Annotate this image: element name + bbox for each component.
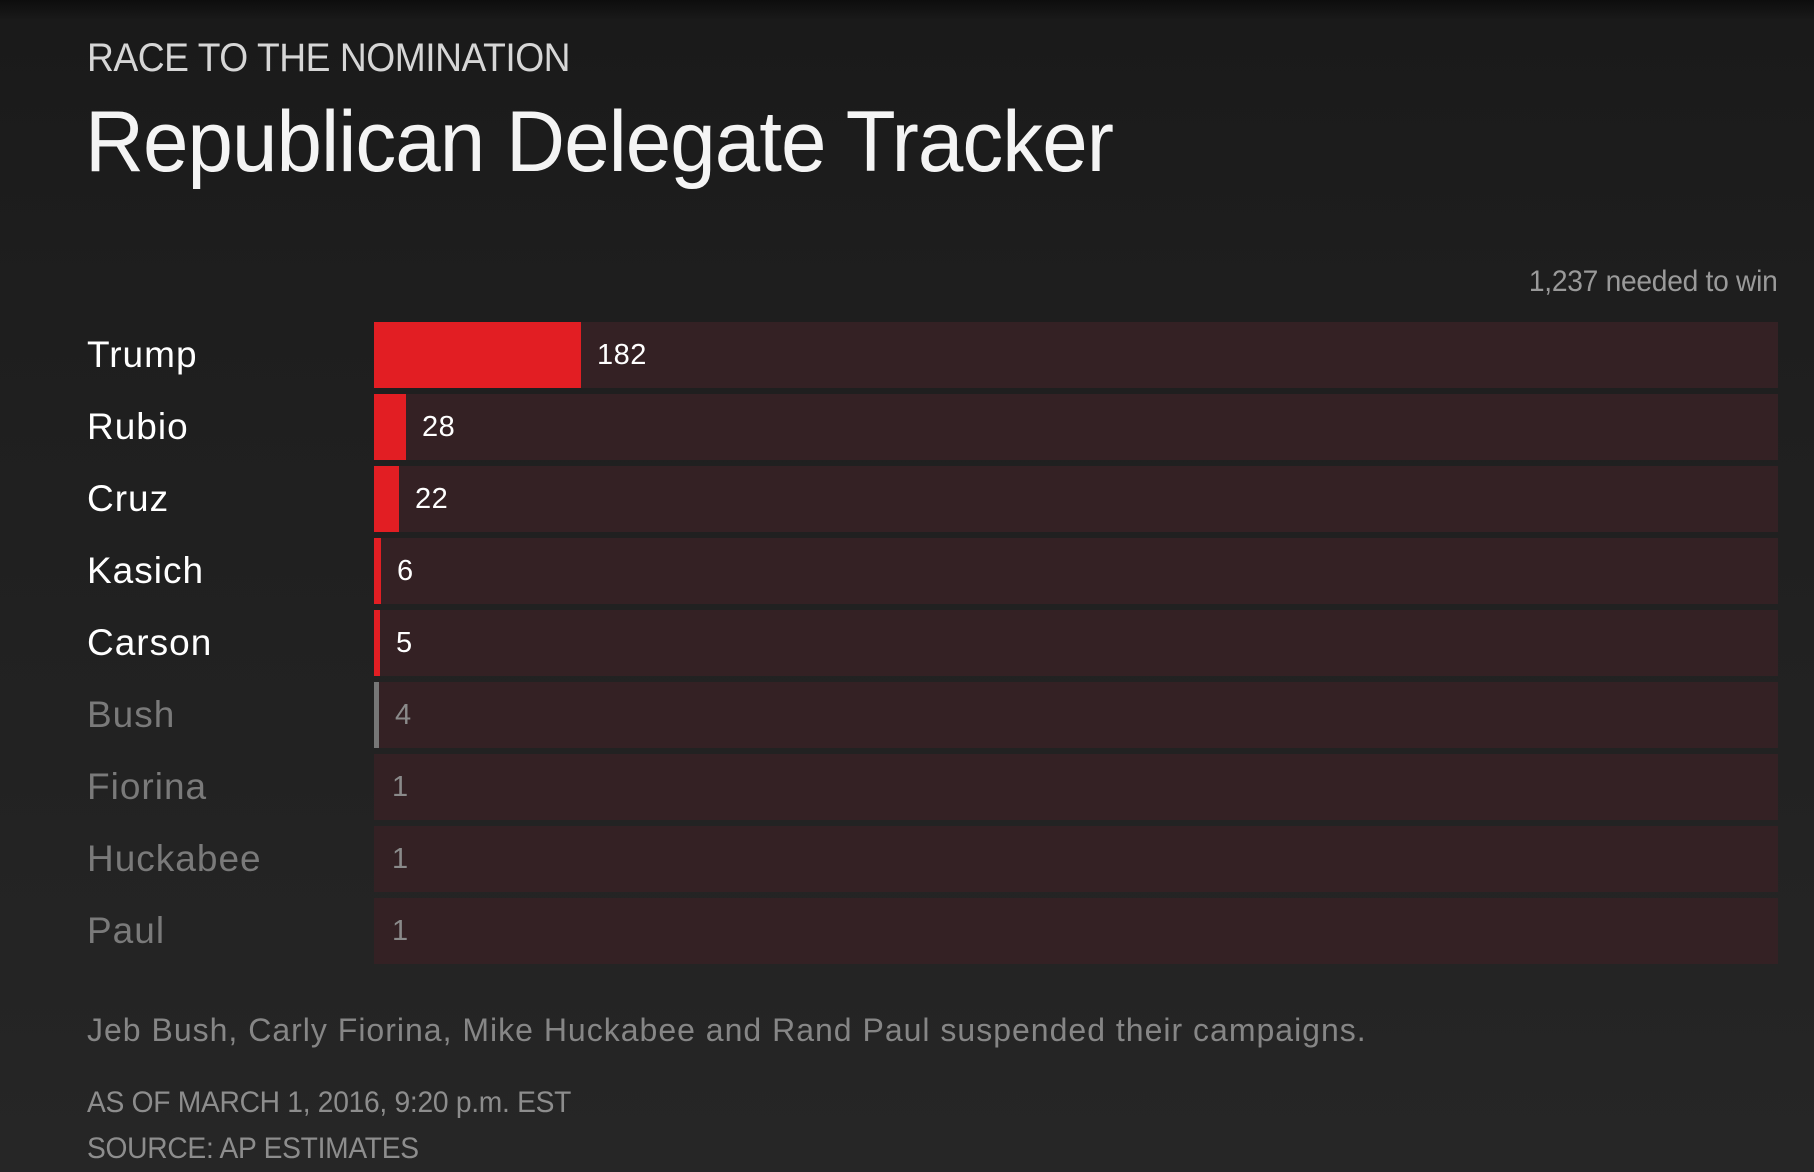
bar xyxy=(374,394,406,460)
bar-value-label: 1 xyxy=(392,915,409,947)
page-title: Republican Delegate Tracker xyxy=(85,94,1114,190)
bar-track: 1 xyxy=(374,754,1778,820)
bar-row: Paul 1 xyxy=(0,898,1814,964)
bar xyxy=(374,682,379,748)
bar xyxy=(374,538,381,604)
candidate-name: Kasich xyxy=(87,550,205,591)
bar-track: 6 xyxy=(374,538,1778,604)
bar-row: Carson 5 xyxy=(0,610,1814,676)
bar-row: Cruz 22 xyxy=(0,466,1814,532)
bar-value-label: 4 xyxy=(395,699,412,731)
kicker: RACE TO THE NOMINATION xyxy=(87,36,571,80)
bar-track: 5 xyxy=(374,610,1778,676)
bar-track: 1 xyxy=(374,826,1778,892)
candidate-name: Cruz xyxy=(87,478,170,519)
candidate-name: Fiorina xyxy=(87,766,208,807)
bar-value-label: 22 xyxy=(415,483,449,515)
bar xyxy=(374,610,380,676)
bar-track: 1 xyxy=(374,898,1778,964)
bar xyxy=(374,466,399,532)
bar-value-label: 28 xyxy=(422,411,456,443)
bar-row: Rubio 28 xyxy=(0,394,1814,460)
bar-row: Huckabee 1 xyxy=(0,826,1814,892)
bar-value-label: 182 xyxy=(597,339,647,371)
as-of-timestamp: AS OF MARCH 1, 2016, 9:20 p.m. EST xyxy=(87,1086,572,1119)
suspended-note: Jeb Bush, Carly Fiorina, Mike Huckabee a… xyxy=(87,1012,1367,1048)
candidate-name: Trump xyxy=(87,334,198,375)
bar-row: Bush 4 xyxy=(0,682,1814,748)
bar-track: 28 xyxy=(374,394,1778,460)
candidate-name: Huckabee xyxy=(87,838,262,879)
bar-value-label: 1 xyxy=(392,771,409,803)
bar-row: Kasich 6 xyxy=(0,538,1814,604)
source-label: SOURCE: AP ESTIMATES xyxy=(87,1132,419,1165)
bar-track: 4 xyxy=(374,682,1778,748)
candidate-name: Bush xyxy=(87,694,176,735)
bar-row: Fiorina 1 xyxy=(0,754,1814,820)
target-label: 1,237 needed to win xyxy=(1529,265,1778,298)
bar-value-label: 1 xyxy=(392,843,409,875)
candidate-name: Rubio xyxy=(87,406,189,447)
bar-track: 182 xyxy=(374,322,1778,388)
bar-value-label: 5 xyxy=(396,627,413,659)
bar-value-label: 6 xyxy=(397,555,414,587)
candidate-name: Carson xyxy=(87,622,213,663)
bar xyxy=(374,322,581,388)
candidate-name: Paul xyxy=(87,910,166,951)
bar-row: Trump 182 xyxy=(0,322,1814,388)
bar-track: 22 xyxy=(374,466,1778,532)
